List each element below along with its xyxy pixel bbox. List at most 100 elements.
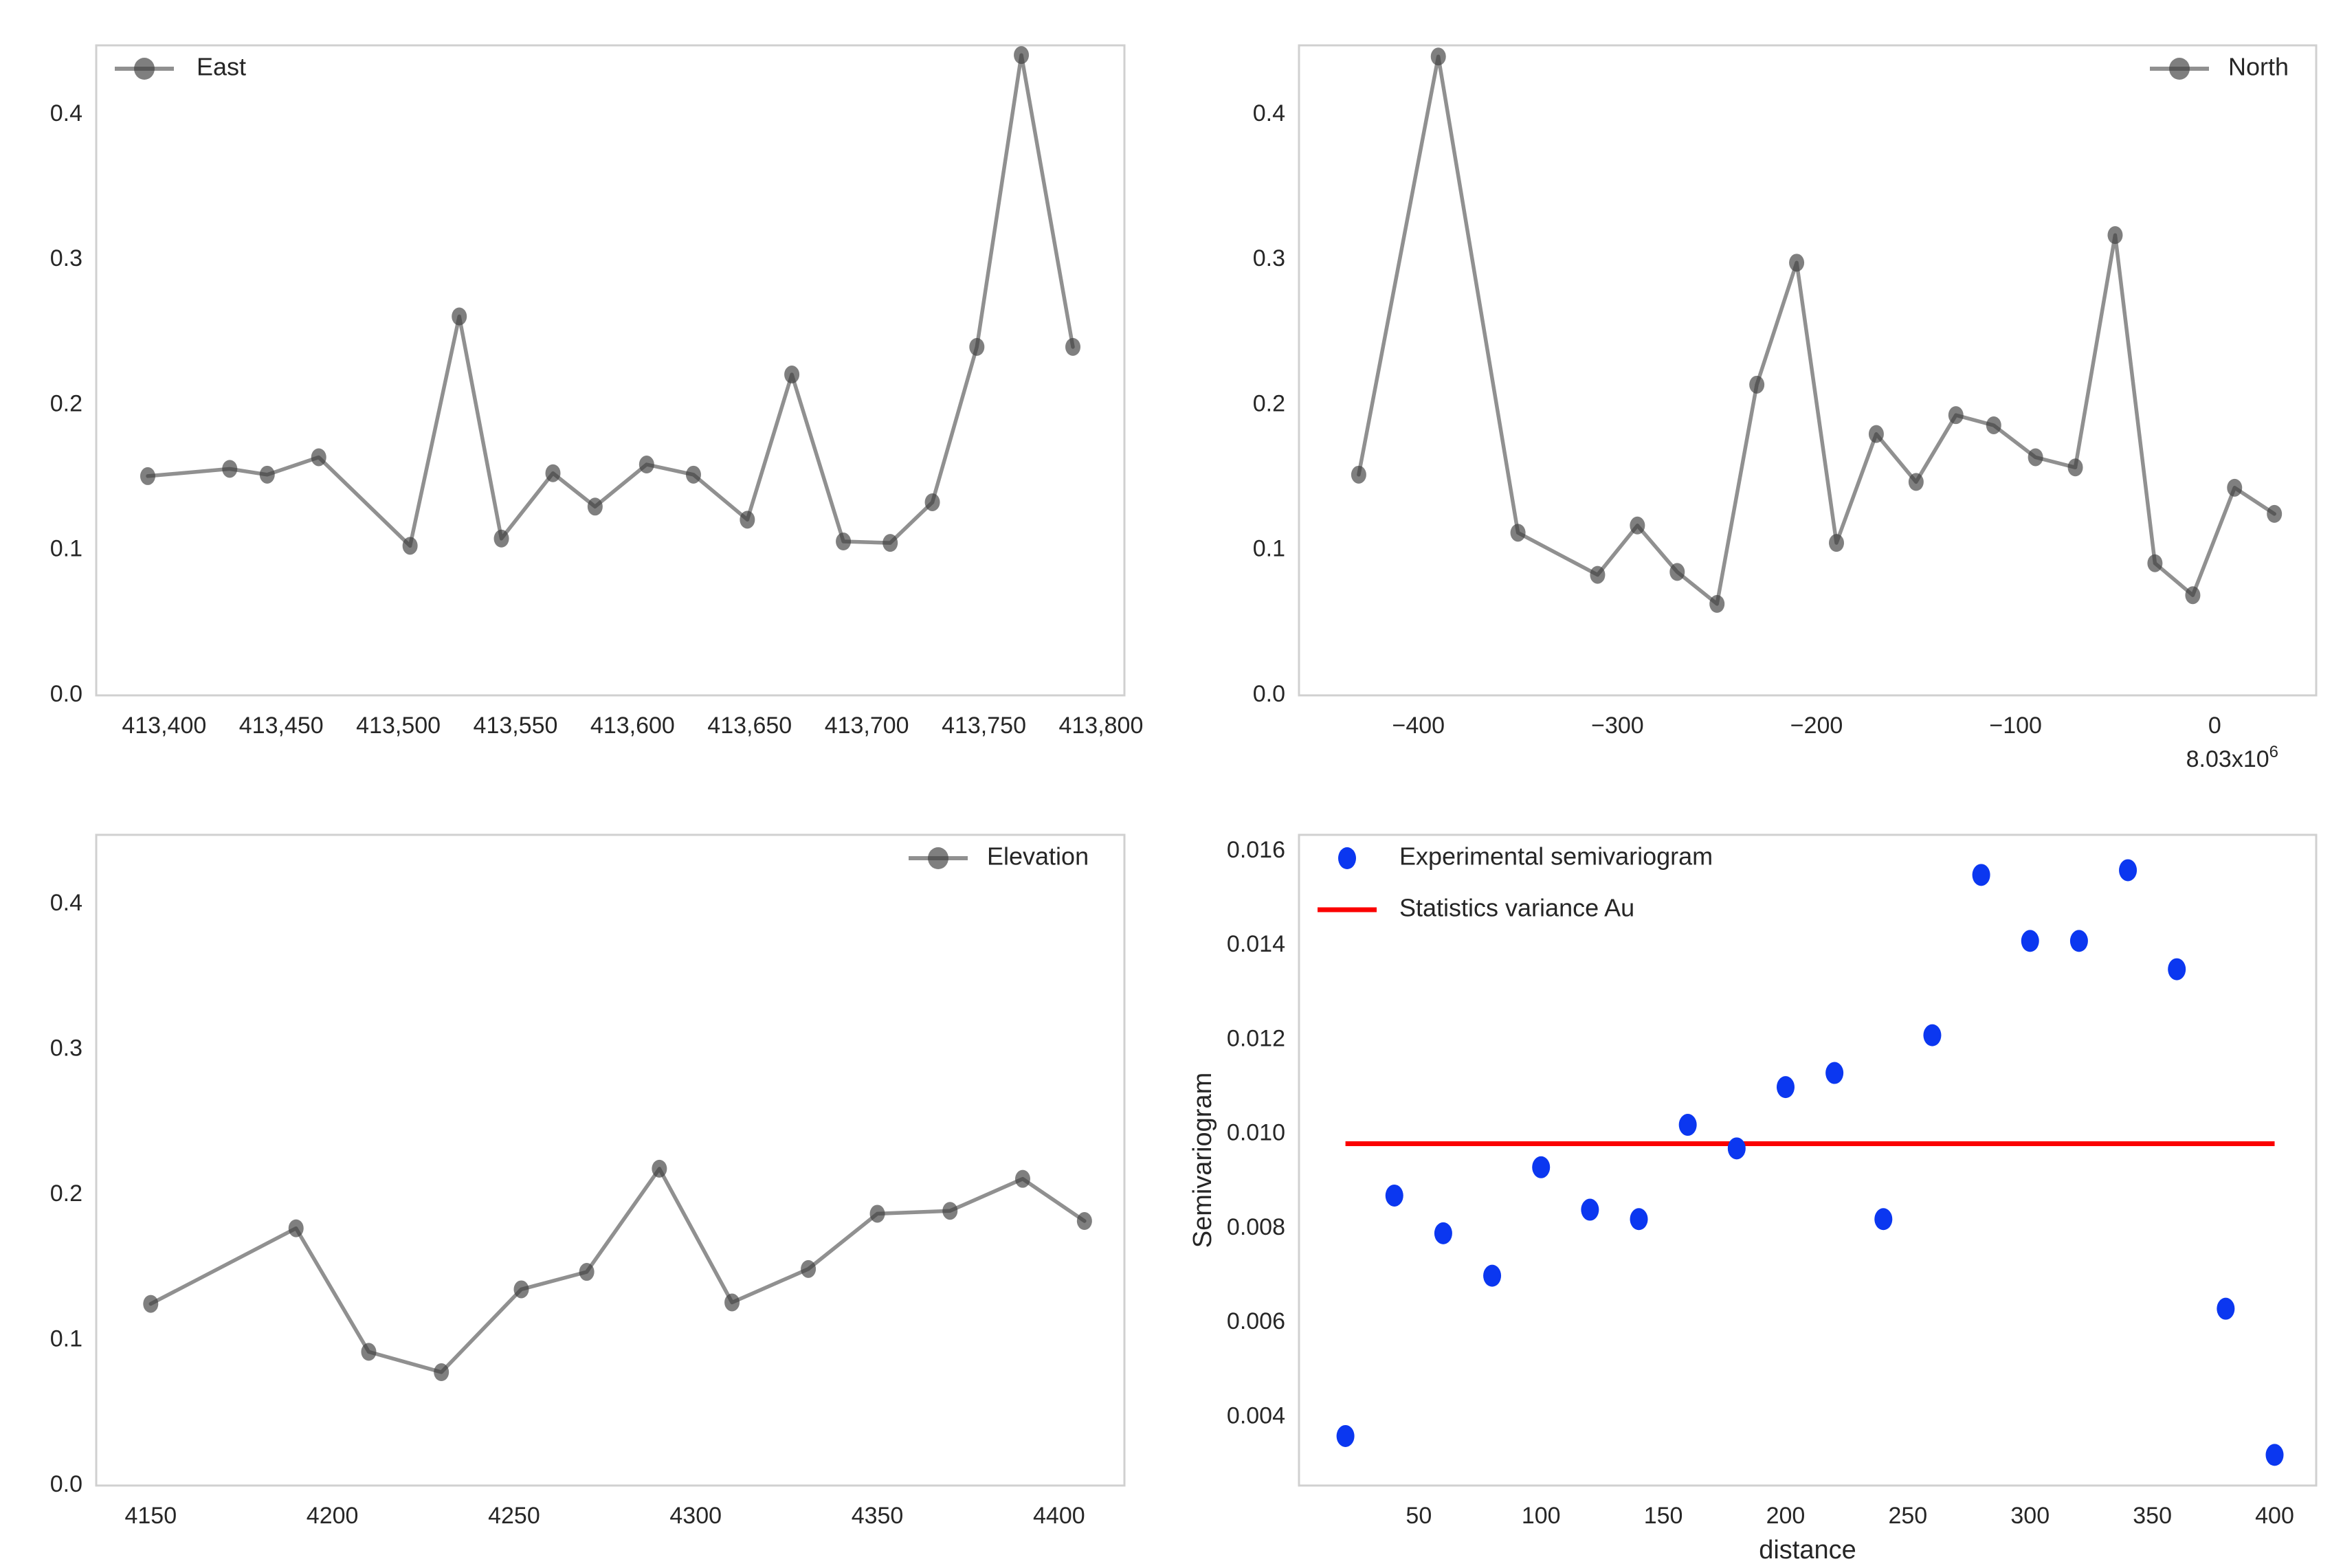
x-tick-label: 400 [2255,1503,2294,1529]
data-point-marker [1828,534,1844,552]
data-point-marker [1749,375,1765,394]
data-point-marker [143,1295,159,1313]
data-point-marker [924,493,940,511]
x-tick-label: 350 [2133,1503,2172,1529]
data-point-marker [2107,226,2123,245]
scatter-point [1532,1156,1551,1178]
x-tick-label: 100 [1522,1503,1561,1529]
data-point-marker [740,511,755,529]
data-point-marker [836,533,852,551]
data-point-marker [1868,425,1884,443]
data-point-marker [801,1259,817,1278]
scatter-point [1874,1208,1893,1231]
y-tick-label: 0.1 [1253,536,1285,562]
scatter-point [1776,1076,1795,1099]
y-tick-label: 0.3 [50,245,82,271]
y-tick-label: 0.014 [1227,931,1285,957]
data-point-marker [1351,465,1366,484]
experimental-semivariogram-svg: 50 100 150 200 250 300 350 400 0.004 0.006 0.008 0.… [1188,833,2318,1565]
legend-label: Elevation [987,842,1089,871]
scatter-point [1727,1137,1746,1160]
x-tick-label: 300 [2010,1503,2050,1529]
series-line [148,1167,1087,1374]
scatter-point [1630,1208,1648,1231]
data-point-marker [869,1205,885,1223]
x-tick-label: 4300 [669,1503,722,1529]
series-line [1357,54,2276,606]
y-tick-label: 0.0 [50,681,82,707]
y-tick-label: 0.008 [1227,1214,1285,1240]
data-point-marker [2067,458,2083,477]
data-point-marker [259,465,275,484]
x-tick-label: −100 [1989,713,2042,739]
scatter-point [1923,1024,1942,1046]
y-axis-label: Semivariogram [1188,1073,1217,1248]
y-tick-label: 0.2 [50,390,82,416]
data-point-marker [724,1293,740,1312]
scatter-point [1678,1114,1697,1136]
data-point-marker [452,307,467,326]
data-point-marker [2227,478,2243,497]
data-point-marker [2267,504,2283,523]
data-point-marker [288,1219,304,1237]
data-point-marker [969,337,985,356]
y-tick-label: 0.3 [1253,245,1285,271]
chart-semivariogram: 50 100 150 200 250 300 350 400 0.004 0.006 0.008 0.… [1166,784,2332,1568]
x-tick-label: 250 [1888,1503,1927,1529]
data-point-marker [587,497,603,516]
scatter-point [2265,1444,2284,1466]
y-tick-label: 0.016 [1227,837,1285,863]
y-tick-label: 0.0 [1253,681,1285,707]
legend-label: Experimental semivariogram [1399,842,1713,871]
x-tick-label: −300 [1591,713,1644,739]
data-point-marker [1709,594,1725,613]
legend-label: North [2228,53,2289,81]
chart-elevation-profile: 4150 4200 4250 4300 4350 4400 0.0 0.1 0.2 0.3 0.4 E… [0,784,1166,1568]
x-tick-label: −400 [1392,713,1445,739]
north-profile-svg: −400 −300 −200 −100 0 0.0 0.1 0.2 0.3 0.4 North 8.0… [1253,44,2318,772]
y-tick-label: 0.4 [1253,100,1285,126]
y-tick-label: 0.010 [1227,1120,1285,1146]
x-axis-label: distance [1759,1536,1856,1565]
data-point-marker [1065,337,1081,356]
data-point-marker [311,448,326,467]
scatter-point [2069,930,2088,952]
legend-marker-icon [928,847,948,869]
chart-east-profile: 413,400 413,450 413,500 413,550 413,600 413,6… [0,0,1166,784]
data-point-marker [545,464,561,482]
x-tick-label: 4400 [1033,1503,1085,1529]
x-tick-label: 413,500 [356,713,441,739]
data-point-marker [652,1159,667,1178]
x-tick-label: 200 [1766,1503,1806,1529]
data-point-marker [638,456,654,474]
y-tick-label: 0.012 [1227,1025,1285,1051]
data-point-marker [685,465,701,484]
y-tick-label: 0.1 [50,1325,82,1352]
x-tick-label: 4200 [307,1503,359,1529]
y-tick-label: 0.006 [1227,1308,1285,1334]
data-point-marker [1014,46,1030,65]
legend-marker-icon [1338,847,1356,869]
data-point-marker [361,1343,377,1361]
legend-label: East [197,53,246,81]
data-point-marker [1948,406,1964,425]
series-line [146,53,1075,548]
data-point-marker [140,467,155,485]
chart-north-profile: −400 −300 −200 −100 0 0.0 0.1 0.2 0.3 0.4 North 8.0… [1166,0,2332,784]
scatter-point [1581,1198,1599,1221]
legend-marker-icon [134,58,155,80]
x-tick-label: 413,550 [474,713,558,739]
x-tick-label: 413,400 [122,713,206,739]
data-point-marker [402,537,418,555]
plot-border [95,833,1126,1487]
x-tick-label: 413,650 [707,713,792,739]
scatter-point [1972,864,1990,886]
data-point-marker [222,460,238,478]
scatter-point [2217,1297,2235,1320]
plot-border [1298,833,2318,1487]
y-tick-label: 0.0 [50,1471,82,1497]
data-point-marker [1986,416,2001,434]
east-profile-svg: 413,400 413,450 413,500 413,550 413,600 413,6… [50,44,1143,739]
data-point-marker [1630,516,1645,535]
